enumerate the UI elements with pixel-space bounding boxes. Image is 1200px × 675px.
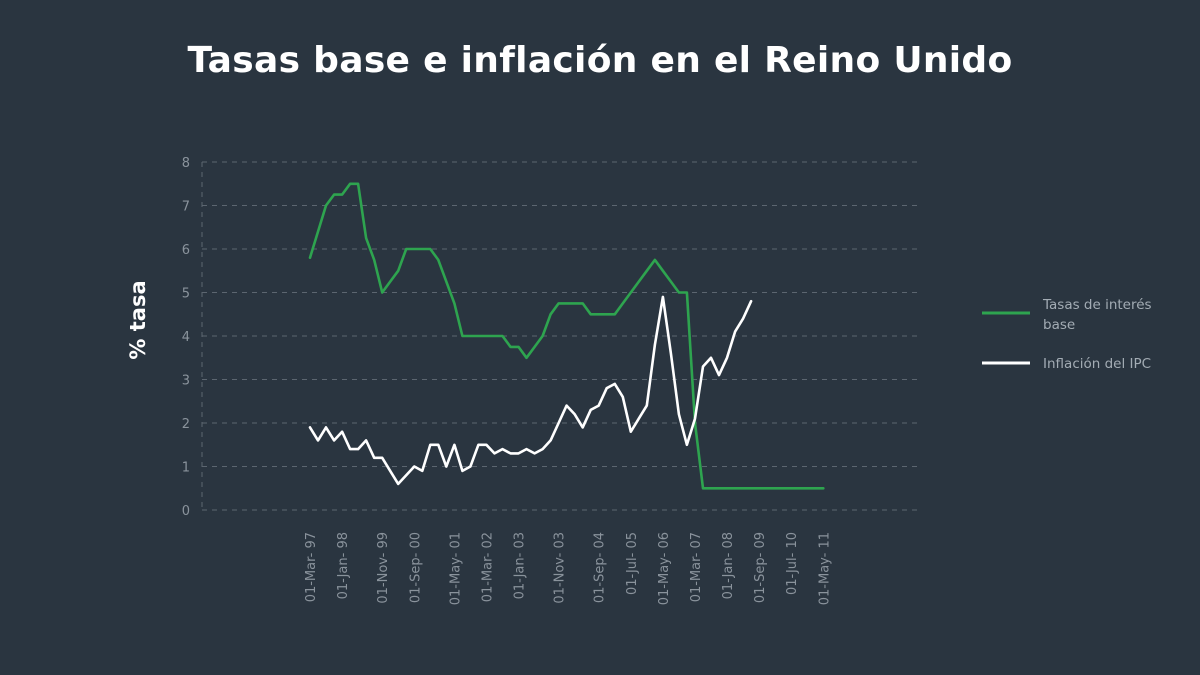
series-lines [308, 182, 825, 490]
x-tick-label: 01-Sep- 09 [753, 532, 768, 603]
x-tick-label: 01-Mar- 07 [689, 532, 704, 602]
y-tick-label: 5 [182, 287, 190, 302]
x-tick-label: 01-May- 06 [657, 532, 672, 605]
series-line-base-rate [308, 182, 825, 490]
y-tick-label: 8 [182, 156, 190, 171]
x-tick-label: 01-Sep- 00 [408, 532, 423, 603]
series-line-cpi [308, 295, 753, 486]
x-tick-label: 01-Nov- 99 [376, 532, 391, 604]
x-tick-labels: 01-Mar- 97 01-Jan- 98 01-Nov- 99 01-Sep- 00… [304, 532, 832, 605]
y-tick-label: 7 [182, 200, 190, 215]
y-tick-label: 3 [182, 374, 190, 389]
x-tick-label: 01-May- 11 [817, 532, 832, 605]
y-tick-label: 2 [182, 417, 190, 432]
legend-label-cpi: Inflación del IPC [1043, 356, 1151, 372]
x-tick-label: 01-Jan- 98 [336, 532, 351, 599]
x-tick-label: 01-May- 01 [448, 532, 463, 605]
x-tick-label: 01-Jul- 10 [785, 532, 800, 595]
x-tick-label: 01-Jan- 03 [513, 532, 528, 599]
x-tick-label: 01-Jul- 05 [625, 532, 640, 595]
y-tick-label: 1 [182, 461, 190, 476]
y-tick-label: 6 [182, 243, 190, 258]
y-tick-label: 4 [182, 330, 190, 345]
y-tick-label: 0 [182, 504, 190, 519]
x-tick-label: 01-Sep- 04 [593, 532, 608, 603]
x-tick-label: 01-Mar- 02 [480, 532, 495, 602]
y-tick-labels: 0 1 2 3 4 5 6 7 8 [182, 156, 190, 519]
legend-label-base-rate-line2: base [1043, 317, 1075, 333]
legend-label-base-rate-line1: Tasas de interés [1042, 297, 1152, 313]
y-axis-title: % tasa [126, 280, 150, 359]
x-tick-label: 01-Nov- 03 [553, 532, 568, 604]
page-title: Tasas base e inflación en el Reino Unido [187, 40, 1013, 81]
gridlines [202, 161, 922, 511]
x-tick-label: 01-Mar- 97 [304, 532, 319, 602]
x-tick-label: 01-Jan- 08 [721, 532, 736, 599]
legend: Tasas de interés base Inflación del IPC [982, 297, 1152, 372]
